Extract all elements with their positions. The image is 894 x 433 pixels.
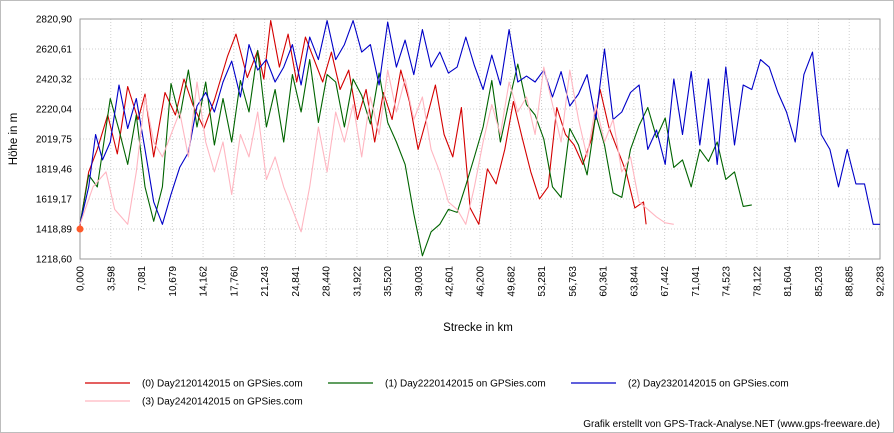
x-tick-label: 10,679 bbox=[168, 266, 179, 297]
y-tick-label: 2420,32 bbox=[36, 75, 73, 86]
x-tick-label: 81,604 bbox=[783, 266, 794, 297]
x-axis-title: Strecke in km bbox=[443, 322, 513, 334]
y-tick-labels: 1218,60 1418,89 1619,17 1819,46 2019,75 2220,… bbox=[36, 15, 73, 266]
series-line-2 bbox=[79, 20, 880, 225]
series-line-3 bbox=[79, 66, 674, 233]
y-tick-label: 2820,90 bbox=[36, 15, 73, 26]
x-tick-label: 31,922 bbox=[352, 266, 363, 297]
x-tick-label: 24,841 bbox=[291, 266, 302, 297]
x-tick-label: 14,162 bbox=[199, 266, 210, 297]
legend: (0) Day2120142015 on GPSies.com (1) Day22… bbox=[85, 379, 789, 408]
x-tick-label: 67,442 bbox=[660, 266, 671, 297]
y-tick-label: 2220,04 bbox=[36, 105, 73, 116]
legend-label-0: (0) Day2120142015 on GPSies.com bbox=[142, 379, 303, 390]
x-tick-label: 56,763 bbox=[568, 266, 579, 297]
x-tick-label: 63,844 bbox=[629, 266, 640, 297]
y-tick-label: 1418,89 bbox=[36, 225, 73, 236]
legend-label-2: (2) Day2320142015 on GPSies.com bbox=[628, 379, 789, 390]
x-tick-label: 92,283 bbox=[876, 266, 887, 297]
x-tick-label: 60,361 bbox=[599, 266, 610, 297]
x-tick-label: 53,281 bbox=[537, 266, 548, 297]
x-tick-label: 49,682 bbox=[506, 266, 517, 297]
y-tick-label: 1819,46 bbox=[36, 165, 73, 176]
series-line-0 bbox=[79, 20, 647, 226]
x-tick-label: 35,520 bbox=[383, 266, 394, 297]
x-tick-label: 74,523 bbox=[722, 266, 733, 297]
x-tick-label: 46,200 bbox=[476, 266, 487, 297]
x-tick-label: 85,203 bbox=[814, 266, 825, 297]
x-tick-label: 88,685 bbox=[845, 266, 856, 297]
x-tick-label: 17,760 bbox=[229, 266, 240, 297]
start-marker bbox=[76, 225, 84, 233]
plot-area-border bbox=[79, 18, 881, 260]
x-tick-label: 71,041 bbox=[691, 266, 702, 297]
x-tick-label: 0,000 bbox=[76, 266, 87, 291]
y-tick-label: 1218,60 bbox=[36, 255, 73, 266]
y-tick-label: 2019,75 bbox=[36, 135, 73, 146]
credit-text: Grafik erstellt von GPS-Track-Analyse.NE… bbox=[583, 419, 880, 430]
legend-label-3: (3) Day2420142015 on GPSies.com bbox=[142, 397, 303, 408]
x-tick-label: 42,601 bbox=[445, 266, 456, 297]
legend-label-1: (1) Day2220142015 on GPSies.com bbox=[385, 379, 546, 390]
y-tick-label: 2620,61 bbox=[36, 45, 73, 56]
x-tick-label: 78,122 bbox=[752, 266, 763, 297]
series-line-1 bbox=[79, 50, 752, 257]
y-axis-title: Höhe in m bbox=[8, 113, 20, 165]
x-tick-labels: 0,000 3,598 7,081 10,679 14,162 17,760 21,243 2… bbox=[76, 266, 887, 297]
y-tick-label: 1619,17 bbox=[36, 195, 73, 206]
x-tick-label: 21,243 bbox=[260, 266, 271, 297]
x-tick-label: 39,003 bbox=[414, 266, 425, 297]
x-tick-label: 7,081 bbox=[137, 266, 148, 291]
x-tick-label: 3,598 bbox=[106, 266, 117, 291]
x-tick-label: 28,440 bbox=[322, 266, 333, 297]
series-group bbox=[76, 20, 880, 257]
